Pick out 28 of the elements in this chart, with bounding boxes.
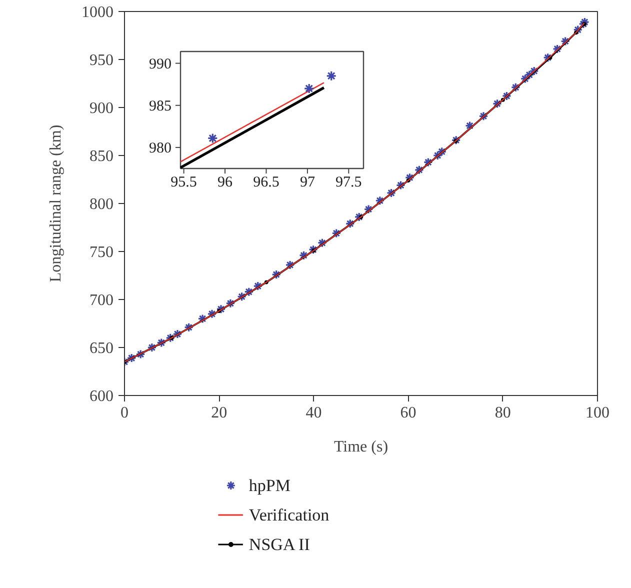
y-tick-label: 985: [149, 98, 172, 114]
x-tick-label: 96.5: [253, 174, 280, 190]
y-tick-label: 980: [149, 140, 172, 156]
y-tick-label: 700: [90, 292, 114, 309]
x-tick-label: 0: [120, 404, 128, 422]
y-tick-label: 850: [90, 148, 114, 165]
x-tick-label: 97: [300, 174, 316, 190]
y-tick-label: 750: [90, 244, 114, 261]
x-tick-label: 40: [306, 404, 322, 422]
x-axis-title: Time (s): [334, 438, 388, 456]
legend-label: NSGA II: [248, 535, 310, 554]
x-tick-label: 20: [211, 404, 228, 422]
legend-label: Verification: [248, 506, 330, 524]
y-tick-label: 1000: [82, 4, 114, 21]
x-tick-label: 95.5: [170, 174, 197, 190]
y-axis-title: Longitudinal range (km): [48, 124, 64, 282]
y-tick-label: 650: [90, 340, 114, 357]
x-tick-label: 100: [586, 404, 610, 422]
y-tick-label: 990: [149, 56, 172, 72]
y-tick-label: 800: [90, 196, 114, 213]
x-tick-label: 97.5: [336, 174, 362, 190]
legend-label: hpPM: [248, 476, 291, 495]
y-tick-label: 900: [90, 100, 114, 117]
y-tick-label: 950: [90, 52, 114, 69]
x-tick-label: 60: [400, 404, 416, 422]
y-tick-label: 600: [90, 388, 114, 405]
x-tick-label: 96: [218, 174, 234, 190]
x-tick-label: 80: [494, 404, 511, 422]
